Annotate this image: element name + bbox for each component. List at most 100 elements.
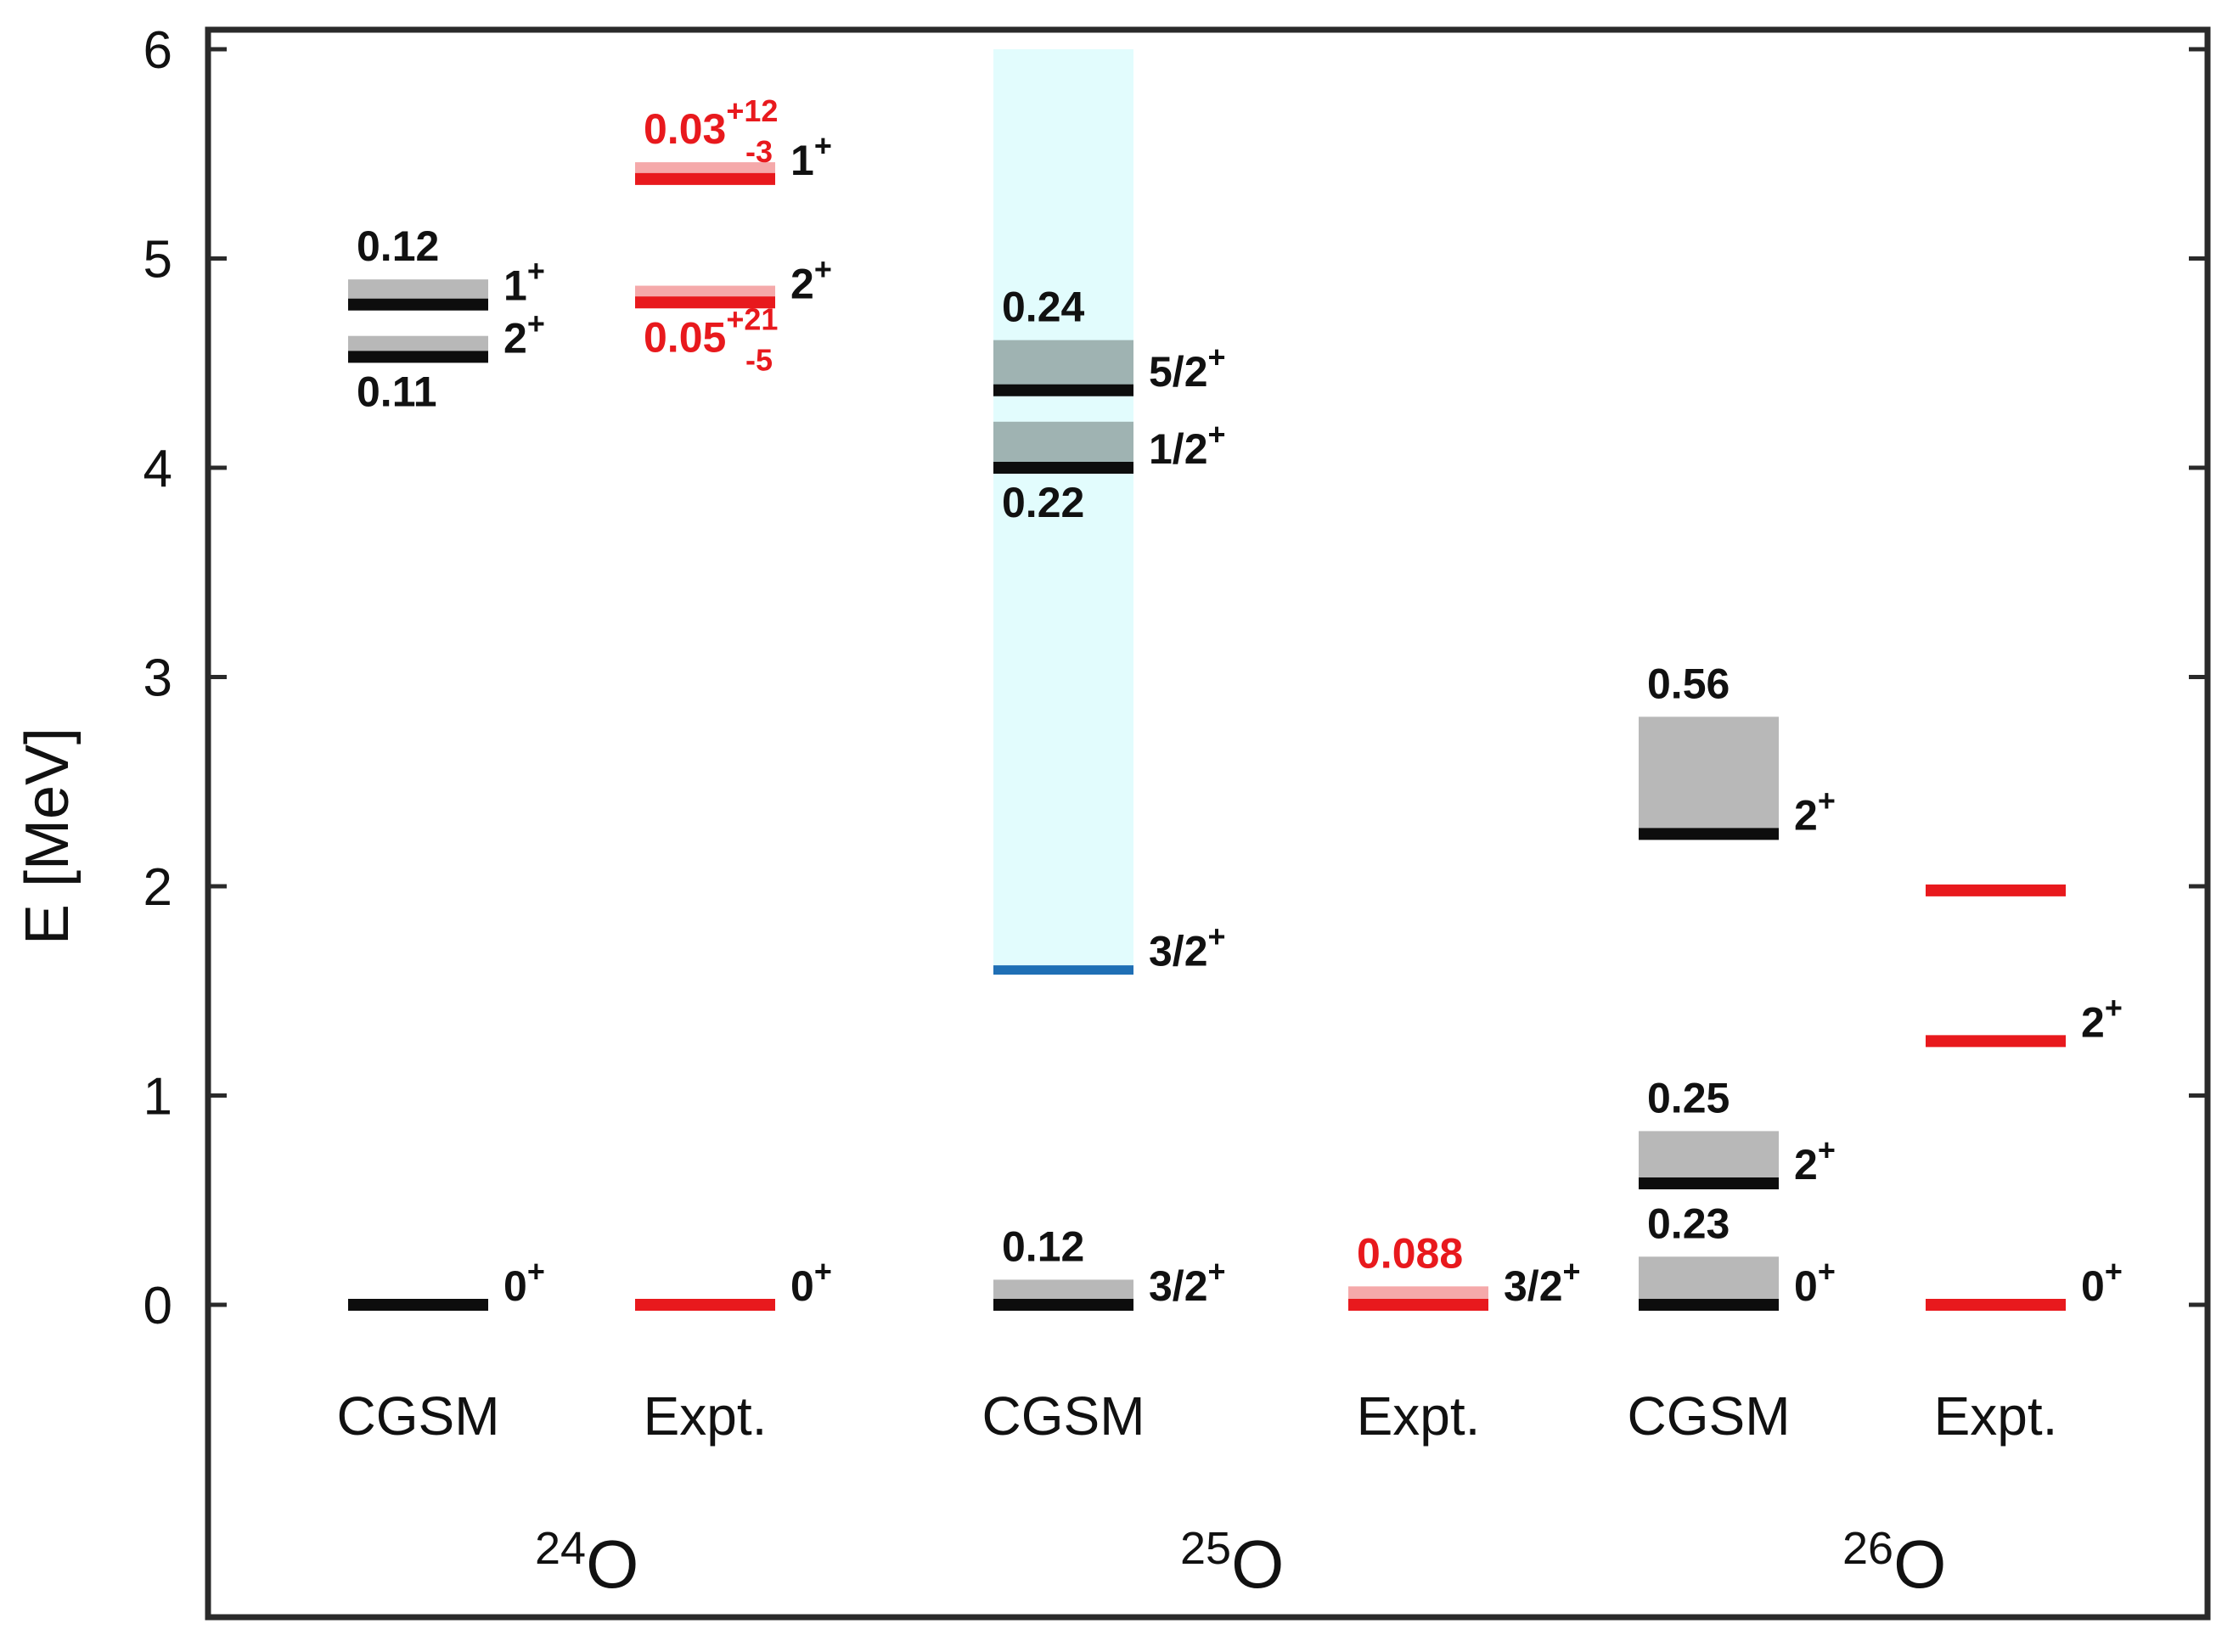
- y-tick-label: 3: [143, 649, 172, 708]
- width-value: 0.56: [1647, 660, 1730, 707]
- width-value: 0.24: [1002, 284, 1085, 331]
- width-band: [993, 421, 1133, 468]
- nucleus-label: 26O: [1842, 1523, 1946, 1602]
- spin-value: 1/2: [1149, 425, 1208, 473]
- width-label: 0.22: [1002, 479, 1084, 526]
- width-value: 0.22: [1002, 479, 1084, 526]
- method-label: Expt.: [644, 1385, 768, 1447]
- y-tick-label: 0: [143, 1277, 172, 1335]
- spin-parity-label: 0+: [790, 1254, 832, 1310]
- plot-frame: [205, 26, 2211, 1621]
- nucleus-label: 25O: [1180, 1523, 1284, 1602]
- width-label: 0.12: [1002, 1222, 1084, 1270]
- spin-value: 0: [2081, 1262, 2105, 1310]
- width-label: 0.03+12 -3: [644, 93, 778, 169]
- width-band: [1639, 1131, 1779, 1184]
- width-band: [1639, 1256, 1779, 1305]
- width-value: 0.23: [1647, 1200, 1730, 1247]
- width-value: 0.03: [644, 105, 726, 153]
- spin-value: 1: [790, 137, 814, 184]
- spin-value: 0: [790, 1262, 814, 1310]
- spin-value: 2: [1794, 1141, 1818, 1188]
- nucleus-mass: 25: [1180, 1523, 1231, 1574]
- parity-value: +: [1208, 340, 1226, 374]
- width-label: 0.12: [357, 222, 439, 270]
- spin-parity-label: 2+: [1794, 1132, 1836, 1188]
- width-band: [993, 340, 1133, 391]
- width-value: 0.12: [357, 222, 439, 270]
- parity-value: +: [814, 1254, 832, 1289]
- spin-parity-label: 3/2+: [1504, 1254, 1581, 1310]
- y-tick-label: 1: [143, 1068, 172, 1127]
- y-tick-label: 6: [143, 21, 172, 80]
- parity-value: +: [814, 128, 832, 163]
- width-value: 0.25: [1647, 1074, 1730, 1121]
- parity-value: +: [1208, 1254, 1226, 1289]
- y-tick-label: 2: [143, 858, 172, 917]
- width-value: 0.12: [1002, 1222, 1084, 1270]
- nucleus-label: 24O: [535, 1523, 638, 1602]
- parity-value: +: [1818, 1254, 1836, 1289]
- width-value: 0.11: [357, 368, 437, 415]
- spin-value: 2: [790, 260, 814, 307]
- parity-value: +: [2105, 990, 2123, 1025]
- width-label: 0.25: [1647, 1074, 1730, 1121]
- parity-value: +: [1818, 1132, 1836, 1167]
- spin-parity-label: 2+: [2081, 990, 2123, 1046]
- width-label: 0.23: [1647, 1200, 1730, 1247]
- spin-value: 3/2: [1149, 1262, 1208, 1310]
- method-label: Expt.: [1934, 1385, 2058, 1447]
- spin-parity-label: 0+: [2081, 1254, 2123, 1310]
- spin-value: 0: [503, 1262, 527, 1310]
- spin-parity-label: 3/2+: [1149, 1254, 1226, 1310]
- width-label: 0.11: [357, 368, 437, 415]
- spin-parity-label: 2+: [1794, 783, 1836, 839]
- y-tick-label: 4: [143, 440, 172, 498]
- parity-value: +: [527, 1254, 545, 1289]
- parity-value: +: [527, 254, 545, 289]
- nucleus-mass: 26: [1842, 1523, 1893, 1574]
- width-lower-error: -3: [745, 134, 773, 169]
- spin-parity-label: 0+: [1794, 1254, 1836, 1310]
- spin-parity-label: 1/2+: [1149, 417, 1226, 473]
- continuum-layer: [993, 49, 1133, 970]
- nucleus-element: O: [1231, 1526, 1284, 1602]
- spin-value: 3/2: [1504, 1262, 1563, 1310]
- spin-value: 2: [1794, 791, 1818, 839]
- method-label: CGSM: [982, 1385, 1145, 1447]
- spin-value: 1: [503, 262, 527, 310]
- spin-value: 3/2: [1149, 928, 1208, 975]
- lines-layer: [348, 172, 2066, 1311]
- spin-value: 2: [2081, 998, 2105, 1046]
- spin-value: 2: [503, 314, 527, 362]
- spin-parity-label: 3/2+: [1149, 919, 1226, 975]
- parity-value: +: [1208, 919, 1226, 954]
- parity-value: +: [1208, 417, 1226, 452]
- spin-value: 5/2: [1149, 348, 1208, 396]
- width-label: 0.24: [1002, 284, 1085, 331]
- spin-parity-label: 2+: [790, 251, 832, 307]
- method-label: CGSM: [337, 1385, 500, 1447]
- parity-value: +: [1818, 783, 1836, 818]
- width-label: 0.56: [1647, 660, 1730, 707]
- parity-value: +: [2105, 1254, 2123, 1289]
- spin-parity-label: 1+: [503, 254, 545, 310]
- width-lower-error: -5: [745, 342, 773, 377]
- y-axis-title: E [MeV]: [14, 728, 82, 945]
- spin-parity-label: 0+: [503, 1254, 545, 1310]
- spin-parity-label: 2+: [503, 306, 545, 362]
- method-label: CGSM: [1628, 1385, 1791, 1447]
- width-value: 0.05: [644, 313, 726, 361]
- width-upper-error: +21: [726, 301, 778, 336]
- continuum-band: [993, 49, 1133, 970]
- spin-value: 0: [1794, 1262, 1818, 1310]
- parity-value: +: [527, 306, 545, 340]
- y-tick-label: 5: [143, 231, 172, 289]
- width-upper-error: +12: [726, 93, 778, 128]
- width-band: [1639, 716, 1779, 834]
- nucleus-element: O: [1893, 1526, 1946, 1602]
- spin-parity-label: 5/2+: [1149, 340, 1226, 396]
